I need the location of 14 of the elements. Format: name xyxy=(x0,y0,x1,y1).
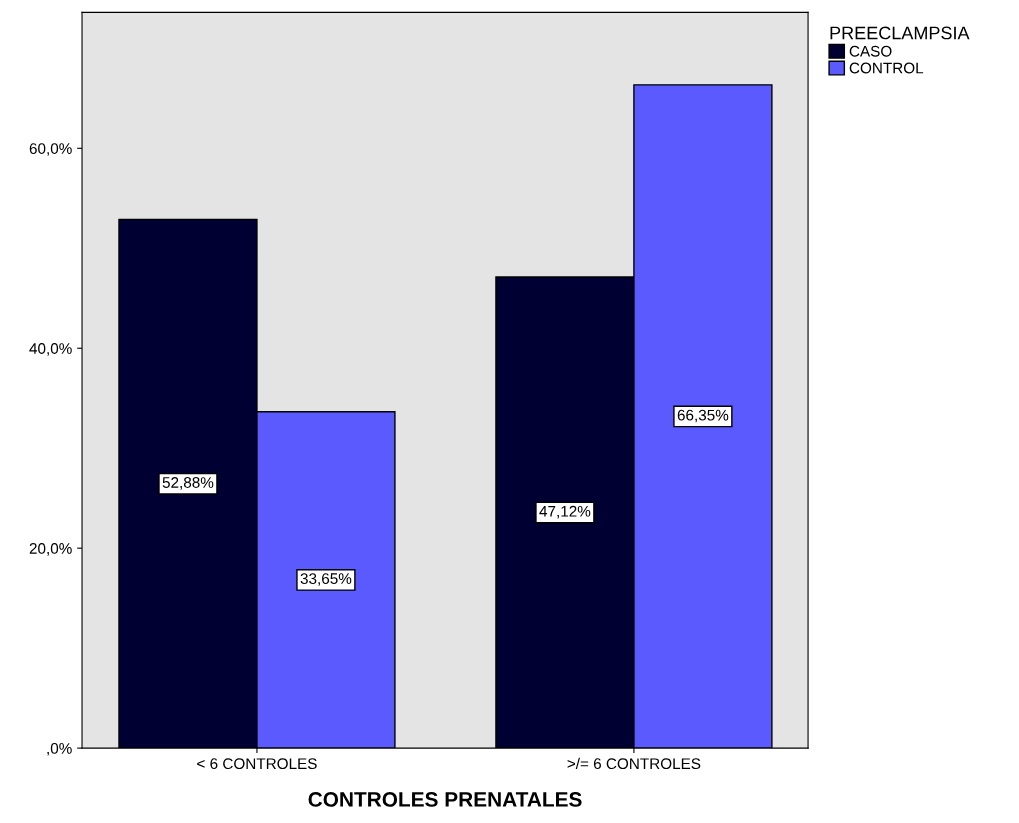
legend-label: CONTROL xyxy=(849,62,924,74)
data-label: 52,88% xyxy=(162,477,214,490)
data-label: 47,12% xyxy=(539,505,591,519)
legend-label: CASO xyxy=(849,45,892,57)
legend-title: PREECLAMPSIA xyxy=(830,26,970,40)
x-axis-title: CONTROLES PRENATALES xyxy=(308,792,582,807)
data-label: 33,65% xyxy=(300,573,352,586)
y-tick-label: 60,0% xyxy=(29,143,72,156)
y-tick-label: ,0% xyxy=(47,742,72,756)
x-tick-label: < 6 CONTROLES xyxy=(197,758,317,770)
data-label: 66,35% xyxy=(677,409,729,423)
y-tick-label: 20,0% xyxy=(29,543,72,556)
y-tick-label: 40,0% xyxy=(29,343,72,356)
x-tick-label: >/= 6 CONTROLES xyxy=(567,757,701,770)
